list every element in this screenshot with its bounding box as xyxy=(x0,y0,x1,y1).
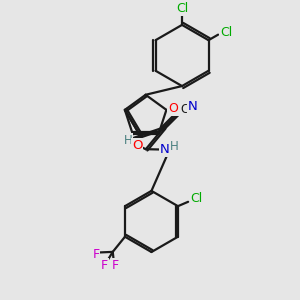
Text: Cl: Cl xyxy=(191,192,203,206)
Text: F: F xyxy=(101,260,108,272)
Text: Cl: Cl xyxy=(176,2,188,14)
Text: O: O xyxy=(132,139,142,152)
Text: H: H xyxy=(170,140,178,153)
Text: Cl: Cl xyxy=(220,26,233,38)
Text: N: N xyxy=(188,100,198,113)
Text: O: O xyxy=(168,102,178,115)
Text: H: H xyxy=(122,133,130,146)
Text: F: F xyxy=(92,248,99,261)
Text: C: C xyxy=(180,103,189,116)
Text: F: F xyxy=(112,260,118,272)
Text: H: H xyxy=(123,134,132,147)
Text: N: N xyxy=(160,143,169,156)
